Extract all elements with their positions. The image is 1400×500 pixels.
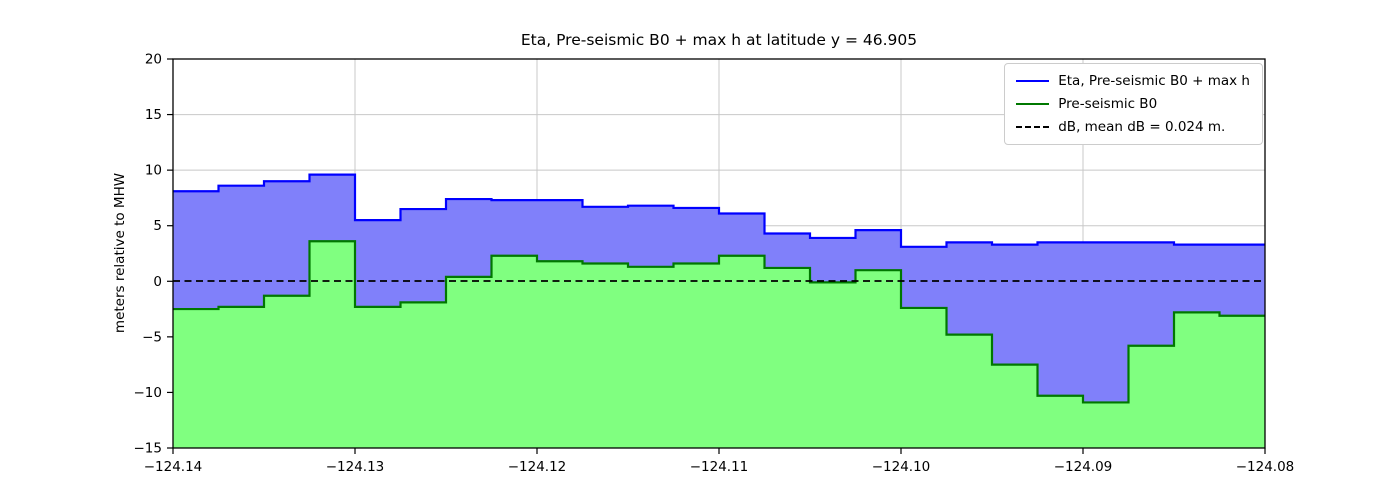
svg-text:−124.10: −124.10	[872, 459, 931, 475]
svg-text:−124.11: −124.11	[690, 459, 749, 475]
chart-title: Eta, Pre-seismic B0 + max h at latitude …	[520, 31, 918, 49]
svg-text:−15: −15	[134, 441, 163, 457]
eta-line-sample-icon	[1016, 80, 1050, 82]
svg-text:−5: −5	[142, 329, 162, 345]
legend-label-b0: Pre-seismic B0	[1058, 96, 1158, 112]
svg-text:10: 10	[145, 163, 162, 179]
db-dashed-line-sample-icon	[1016, 126, 1050, 128]
b0-line-sample-icon	[1016, 103, 1050, 105]
legend-item-db: dB, mean dB = 0.024 m.	[1016, 119, 1250, 135]
legend: Eta, Pre-seismic B0 + max h Pre-seismic …	[1004, 63, 1263, 145]
svg-text:15: 15	[145, 107, 162, 123]
svg-text:−124.09: −124.09	[1054, 459, 1113, 475]
svg-text:−124.13: −124.13	[326, 459, 385, 475]
legend-item-b0: Pre-seismic B0	[1016, 96, 1250, 112]
svg-text:−124.14: −124.14	[144, 459, 203, 475]
svg-text:20: 20	[145, 52, 162, 68]
legend-label-eta: Eta, Pre-seismic B0 + max h	[1058, 73, 1250, 89]
svg-text:−10: −10	[134, 385, 163, 401]
legend-item-eta: Eta, Pre-seismic B0 + max h	[1016, 73, 1250, 89]
svg-text:0: 0	[153, 274, 162, 290]
svg-text:5: 5	[153, 218, 162, 234]
svg-text:−124.08: −124.08	[1236, 459, 1295, 475]
legend-label-db: dB, mean dB = 0.024 m.	[1058, 119, 1226, 135]
svg-text:−124.12: −124.12	[508, 459, 567, 475]
